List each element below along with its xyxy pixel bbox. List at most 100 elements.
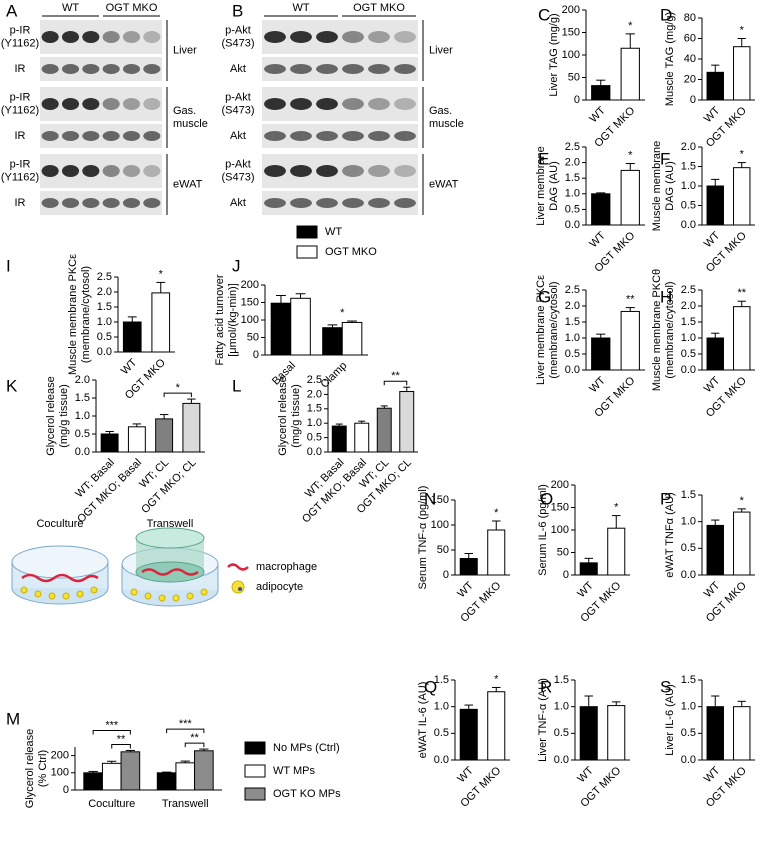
blot-signal <box>316 98 338 110</box>
chart-panel: K 0.0 0.5 1.0 1.5 2.0 Glycerol release (mg/g ti… <box>6 374 205 526</box>
bar <box>459 708 478 761</box>
blot-signal <box>368 64 390 74</box>
y-tick-label: 0.5 <box>681 542 696 554</box>
blot-band <box>40 87 162 121</box>
y-tick-label: 1.0 <box>97 316 112 328</box>
blot-signal <box>122 131 141 141</box>
significance-label: ** <box>190 732 199 744</box>
bar <box>487 529 506 576</box>
bar <box>100 433 119 453</box>
band-label: (Y1162) <box>1 37 39 49</box>
blot-signal <box>41 131 59 141</box>
y-axis-label: Muscle membrane PKCε <box>67 254 79 375</box>
y-tick-label: 100 <box>562 49 580 61</box>
panel-letter: J <box>232 256 241 275</box>
schematic-legend: macrophage <box>256 561 317 573</box>
significance-label: ** <box>117 733 126 745</box>
x-tick-label: WT <box>587 104 608 125</box>
blot-signal <box>394 165 416 177</box>
y-tick-label: 1.0 <box>565 188 580 200</box>
y-tick-label: 0.0 <box>681 364 696 376</box>
blot-signal <box>102 31 120 43</box>
y-tick-label: 1.5 <box>307 403 322 415</box>
blot-signal <box>290 98 312 110</box>
significance-bracket <box>383 380 408 386</box>
bar <box>620 169 640 226</box>
y-axis-label: DAG (AU) <box>548 161 560 211</box>
panel-letter: F <box>660 149 670 168</box>
blot-signal <box>61 198 80 208</box>
legend-swatch <box>244 787 266 801</box>
blot-signal <box>61 165 80 177</box>
y-tick-label: 60 <box>684 32 696 44</box>
y-tick-label: 150 <box>551 501 569 513</box>
blot-signal <box>143 98 161 110</box>
blot-signal <box>82 98 100 110</box>
blot-signal <box>143 31 161 43</box>
significance-label: ** <box>391 370 400 382</box>
schematic-title: Coculture <box>36 518 83 530</box>
significance-bracket <box>111 743 131 749</box>
legend-swatch <box>244 741 266 755</box>
y-tick-label: 50 <box>568 71 580 83</box>
significance-label: * <box>740 149 745 161</box>
blot-signal <box>61 31 80 43</box>
blot-signal <box>122 64 141 74</box>
blot-signal <box>122 31 141 43</box>
y-tick-label: 1.0 <box>307 417 322 429</box>
bar <box>270 302 292 356</box>
band-label: (S473) <box>221 171 254 183</box>
bar <box>354 422 370 453</box>
bar <box>706 185 724 226</box>
y-tick-label: 100 <box>431 519 449 531</box>
x-tick-label: WT <box>575 579 596 600</box>
blot-panel: A WT OGT MKOp-IR(Y1162)IRLiverp-IR(Y1162)I… <box>1 1 208 215</box>
y-tick-label: 1.0 <box>681 516 696 528</box>
legend-swatch <box>296 225 318 239</box>
tissue-label: muscle <box>173 118 208 130</box>
blot-band <box>262 154 418 188</box>
blot-signal <box>290 131 312 141</box>
bar <box>175 762 196 791</box>
blot-signal <box>82 64 100 74</box>
panel-letter: M <box>6 709 20 728</box>
band-label: (Y1162) <box>1 104 39 116</box>
y-tick-label: 0 <box>563 569 569 581</box>
y-tick-label: 0.5 <box>307 432 322 444</box>
y-tick-label: 1.0 <box>75 410 90 422</box>
x-tick-label: WT <box>575 764 596 785</box>
y-tick-label: 0.5 <box>554 727 569 739</box>
significance-label: * <box>159 268 164 280</box>
y-tick-label: 50 <box>557 546 569 558</box>
significance-bracket <box>163 392 192 398</box>
bar <box>182 402 201 453</box>
schematic-title: Transwell <box>147 518 194 530</box>
y-axis-label: Liver TAG (mg/g) <box>548 13 560 96</box>
blot-signal <box>342 131 364 141</box>
significance-bracket <box>92 729 131 735</box>
bar <box>706 706 724 761</box>
bar <box>83 772 103 791</box>
significance-label: * <box>614 502 619 514</box>
y-axis-label: Glycerol release <box>24 729 36 808</box>
bar <box>733 306 751 371</box>
x-tick-label: WT <box>587 374 608 395</box>
significance-label: * <box>494 507 499 519</box>
chart-panel: G 0.0 0.5 1.0 1.5 2.0 2.5 Liver membrane PKCε (m… <box>535 275 645 420</box>
panel-letter: C <box>538 5 550 24</box>
significance-label: * <box>740 495 745 507</box>
y-axis-label: Liver IL-6 (AU) <box>664 684 676 756</box>
y-axis-label: eWAT TNFα (AU) <box>664 492 676 577</box>
band-label: p-Akt <box>225 158 251 170</box>
band-label: p-IR <box>10 158 31 170</box>
chart-panel: H 0.0 0.5 1.0 1.5 2.0 2.5 Muscle membrane PKCθ(… <box>651 269 755 420</box>
panel-letter: A <box>6 1 18 20</box>
x-tick-label: WT <box>702 229 723 250</box>
blot-signal <box>143 64 161 74</box>
panel-letter: K <box>6 376 18 395</box>
y-tick-label: 0 <box>574 94 580 106</box>
significance-bracket <box>166 728 205 734</box>
blot-signal <box>143 198 161 208</box>
panel-letter: G <box>538 287 551 306</box>
y-tick-label: 0.5 <box>565 203 580 215</box>
